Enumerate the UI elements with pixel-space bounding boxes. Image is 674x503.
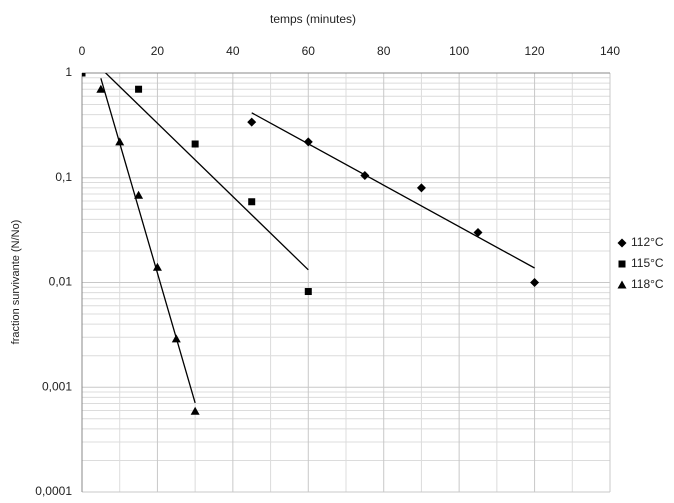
y-tick-label: 1: [65, 65, 72, 79]
legend-label: 118°C: [631, 277, 664, 291]
marker: [115, 137, 125, 146]
x-tick-label: 80: [377, 44, 391, 58]
marker: [190, 406, 200, 415]
x-tick-label: 0: [79, 44, 86, 58]
marker: [152, 262, 162, 271]
y-tick-label: 0,001: [42, 379, 72, 393]
marker: [618, 260, 626, 268]
x-tick-label: 60: [302, 44, 316, 58]
x-tick-label: 40: [226, 44, 240, 58]
x-tick-label: 140: [600, 44, 620, 58]
marker: [530, 278, 540, 287]
marker: [248, 198, 256, 206]
legend-label: 115°C: [631, 256, 664, 270]
marker: [96, 84, 106, 93]
y-axis-title: fraction survivante (N/No): [10, 220, 22, 345]
marker: [303, 137, 313, 147]
marker: [135, 85, 143, 93]
legend-label: 112°C: [631, 235, 664, 249]
marker: [617, 238, 627, 248]
marker: [617, 280, 627, 289]
marker: [416, 183, 426, 193]
y-tick-label: 0,1: [55, 170, 72, 184]
marker: [82, 73, 86, 77]
x-tick-label: 120: [525, 44, 545, 58]
trend-line: [100, 78, 196, 404]
marker: [171, 334, 181, 343]
marker: [304, 288, 312, 296]
trend-line: [104, 73, 309, 271]
trend-line: [251, 112, 535, 269]
x-axis-title: temps (minutes): [270, 12, 356, 26]
y-tick-label: 0,0001: [35, 484, 72, 498]
marker: [191, 140, 199, 148]
x-tick-label: 20: [151, 44, 165, 58]
x-tick-label: 100: [449, 44, 469, 58]
marker: [360, 171, 370, 181]
marker: [473, 228, 483, 238]
marker: [247, 117, 257, 127]
marker: [134, 190, 144, 199]
plot-area: [82, 73, 540, 415]
y-tick-label: 0,01: [49, 275, 73, 289]
